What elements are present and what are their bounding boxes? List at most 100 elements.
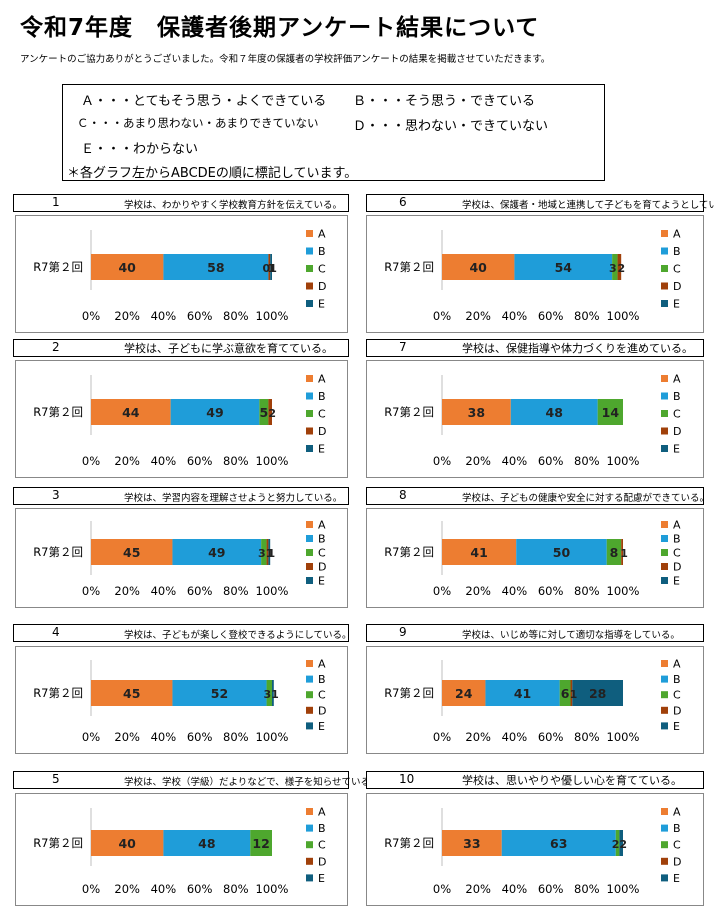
question-text: 学校は、子どもに学ぶ意欲を育てている。 [124,342,333,355]
bar-segment-b [510,399,598,425]
x-tick-label: 100% [607,882,640,896]
x-tick-label: 40% [502,882,528,896]
legend-swatch-c [661,691,668,699]
x-tick-label: 80% [574,730,600,744]
legend-label-b: B [673,673,681,686]
category-label: R7第２回 [384,836,434,850]
category-label: R7第２回 [33,405,83,419]
legend-swatch-d [306,563,313,570]
question-number: 10 [399,772,415,786]
page-title: 令和7年度 保護者後期アンケート結果について [20,15,540,41]
data-label-e: 1 [269,262,277,275]
legend-label-e: E [673,720,680,733]
x-tick-label: 20% [465,584,491,598]
x-tick-label: 0% [433,454,451,468]
question-number: 7 [399,340,407,354]
legend-swatch-a [661,660,668,667]
data-label-d: 1 [620,547,628,560]
legend-label-d: D [673,425,681,438]
stacked-bar-chart: R7第２回 0% 20% 40% 60% 80% 100% 40 48 12 ABCDE [33,806,326,897]
stacked-bar-chart: R7第２回 0% 20% 40% 60% 80% 100% 44 49 5 2 ABCDE [33,373,326,469]
legend-label-e: E [318,720,325,733]
bar-segment-c [259,399,269,425]
data-label-b: 48 [546,405,563,420]
x-tick-label: 40% [151,309,177,323]
category-label: R7第２回 [33,545,83,559]
legend-swatch-a [306,230,313,237]
legend-label-b: B [673,390,681,403]
data-label-b: 63 [550,836,567,851]
data-label-b: 41 [514,686,531,701]
x-tick-label: 20% [114,584,140,598]
legend-label-d: D [318,561,326,574]
legend-swatch-a [661,521,668,528]
legend-swatch-a [661,808,668,815]
question-label-2: 2 学校は、子どもに学ぶ意欲を育てている。 [13,339,349,357]
data-label-a: 33 [463,836,480,851]
legend-label-e: E [318,298,325,311]
legend-swatch-c [306,549,313,556]
x-tick-label: 0% [433,730,451,744]
data-label-b: 52 [211,686,228,701]
stacked-bar-chart: R7第２回 0% 20% 40% 60% 80% 100% 41 50 8 1 ABCDE [384,519,681,599]
x-tick-label: 60% [538,309,564,323]
bar-segment-b [170,399,260,425]
bar-segment-b [172,680,267,706]
x-tick-label: 0% [82,584,100,598]
legend-b-text: Ｂ・・・そう思う・できている [353,94,536,109]
legend-label-d: D [318,280,326,293]
legend-swatch-d [306,427,313,435]
legend-label-e: E [318,575,325,588]
x-tick-label: 40% [151,454,177,468]
x-tick-label: 0% [433,882,451,896]
data-label-b: 50 [553,545,571,560]
x-tick-label: 60% [538,882,564,896]
x-tick-label: 80% [574,309,600,323]
x-tick-label: 0% [82,882,100,896]
data-label-c: 3 [263,688,271,701]
legend-note-text: ＊各グラフ左からABCDEの順に標記しています。 [67,166,358,181]
legend-label-b: B [318,822,326,835]
legend-swatch-e [661,445,668,452]
data-label-a: 24 [455,686,473,701]
data-label-b: 49 [206,405,223,420]
question-label-1: 1 学校は、わかりやすく学校教育方針を伝えている。 [13,194,349,212]
data-label-c: 6 [561,686,570,701]
data-label-b: 58 [207,260,224,275]
bar-segment-d [266,539,269,565]
bar-segment-c [261,539,267,565]
bar-segment-c [250,830,272,856]
legend-swatch-e [661,577,668,584]
data-label-c: 8 [610,545,619,560]
bar-segment-e [619,830,623,856]
legend-swatch-c [306,410,313,417]
legend-swatch-b [306,675,313,683]
data-label-b: 48 [198,836,215,851]
bar-segment-a [442,254,515,280]
bar-segment-a [91,399,171,425]
x-tick-label: 20% [114,454,140,468]
x-tick-label: 60% [538,584,564,598]
legend-label-a: A [318,806,326,819]
chart-panel-6: R7第２回 0% 20% 40% 60% 80% 100% 40 54 3 2 A B C D E [366,215,704,333]
legend-label-c: C [673,263,681,276]
question-number: 3 [52,488,60,502]
legend-swatch-b [306,535,313,542]
bar-segment-c [559,680,571,706]
question-label-7: 7 学校は、保健指導や体力づくりを進めている。 [366,339,704,357]
x-tick-label: 40% [502,584,528,598]
stacked-bar-chart: R7第２回 0% 20% 40% 60% 80% 100% 40 54 3 2 ABCDE [384,228,681,324]
category-label: R7第２回 [33,836,83,850]
data-label-c: 3 [258,547,266,560]
legend-swatch-a [661,230,668,237]
legend-a-text: Ａ・・・とてもそう思う・よくできている [81,94,327,109]
legend-swatch-d [661,282,668,290]
data-label-a: 40 [118,836,136,851]
legend-label-d: D [673,855,681,868]
data-label-e: 1 [271,688,279,701]
legend-label-c: C [318,839,326,852]
x-tick-label: 20% [465,730,491,744]
data-label-b: 54 [555,260,573,275]
legend-swatch-d [661,857,668,865]
